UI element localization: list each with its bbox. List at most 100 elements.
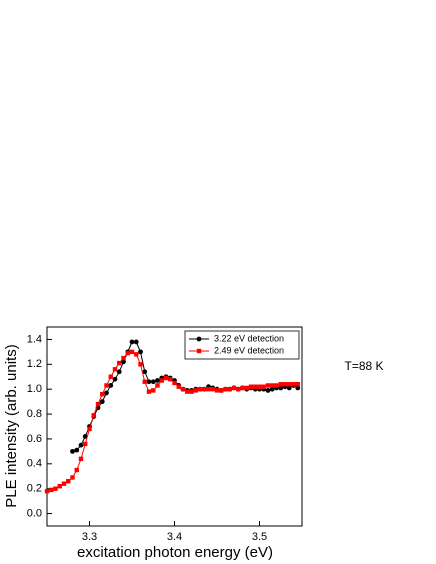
data-point	[66, 479, 71, 484]
data-point	[295, 385, 301, 391]
data-point	[257, 384, 262, 389]
legend-label: 2.49 eV detection	[214, 345, 284, 355]
data-point	[108, 374, 113, 379]
data-point	[104, 383, 109, 388]
data-point	[197, 386, 203, 392]
data-point	[108, 383, 114, 388]
data-point	[240, 385, 245, 391]
data-point	[159, 378, 164, 383]
legend-label: 3.22 eV detection	[214, 333, 284, 343]
x-tick-label: 3.5	[252, 531, 267, 543]
data-point	[210, 386, 215, 392]
data-point	[202, 386, 207, 392]
data-point	[70, 448, 75, 454]
x-axis-title: excitation photon energy (eV)	[77, 544, 273, 561]
data-point	[146, 379, 152, 385]
data-point	[44, 488, 50, 494]
data-point	[95, 401, 101, 407]
data-point	[261, 384, 266, 389]
data-point	[121, 359, 126, 365]
data-point	[231, 385, 237, 391]
data-point	[129, 349, 135, 355]
data-point	[219, 388, 224, 393]
data-point	[274, 383, 279, 388]
data-point	[142, 379, 147, 384]
data-point	[57, 484, 62, 489]
data-point	[61, 481, 67, 486]
annotation: T=88 K	[344, 359, 383, 373]
data-point	[133, 339, 139, 345]
y-tick-label: 1.4	[27, 333, 42, 345]
data-point	[91, 413, 96, 418]
data-point	[265, 383, 271, 388]
data-point	[146, 389, 152, 394]
y-tick-label: 0.8	[27, 408, 42, 420]
data-point	[291, 382, 296, 387]
y-tick-label: 0.0	[27, 507, 42, 519]
data-point	[99, 399, 105, 405]
data-point	[129, 339, 135, 345]
data-point	[244, 385, 249, 391]
data-point	[112, 376, 118, 382]
data-point	[138, 362, 143, 367]
data-point	[270, 383, 275, 388]
data-point	[112, 367, 118, 372]
data-point	[227, 386, 232, 392]
data-point	[172, 380, 177, 386]
y-tick-label: 1.2	[27, 358, 42, 370]
data-point	[82, 434, 88, 439]
data-point	[185, 389, 190, 394]
data-point	[163, 375, 169, 381]
data-point	[138, 349, 143, 355]
data-point	[282, 382, 288, 387]
data-point	[253, 384, 258, 389]
data-point	[193, 388, 198, 393]
legend-box	[184, 330, 300, 360]
y-tick-label: 0.2	[27, 483, 42, 495]
y-axis-title: PLE intensity (arb. units)	[3, 344, 20, 507]
data-point	[150, 379, 156, 385]
data-point	[125, 350, 130, 356]
y-tick-label: 0.6	[27, 433, 42, 445]
data-point	[180, 386, 186, 392]
data-point	[278, 385, 284, 391]
data-point	[70, 475, 75, 480]
data-point	[295, 382, 300, 387]
y-tick-label: 1.0	[27, 383, 42, 395]
data-point	[142, 369, 148, 375]
data-point	[176, 384, 181, 389]
data-point	[269, 386, 275, 392]
data-point	[100, 391, 105, 397]
data-point	[223, 386, 228, 392]
data-point	[87, 426, 92, 432]
data-point	[214, 388, 220, 393]
data-point	[134, 352, 139, 357]
data-point	[74, 447, 80, 453]
data-point	[287, 382, 292, 387]
data-point	[116, 369, 122, 375]
legend-marker	[196, 348, 202, 354]
data-point	[206, 386, 211, 392]
data-point	[117, 360, 122, 366]
data-point	[155, 378, 160, 383]
data-point	[265, 388, 271, 393]
series-line	[46, 351, 298, 492]
data-point	[286, 385, 292, 391]
data-point	[189, 389, 194, 394]
data-point	[53, 486, 58, 491]
data-point	[168, 377, 173, 382]
x-tick-label: 3.4	[167, 531, 182, 543]
data-point	[121, 355, 126, 361]
data-point	[104, 390, 109, 396]
y-tick-label: 0.4	[27, 458, 42, 470]
data-point	[49, 487, 54, 493]
data-point	[78, 456, 84, 462]
data-point	[74, 467, 79, 473]
data-point	[155, 383, 160, 388]
data-point	[151, 388, 156, 393]
x-tick-label: 3.3	[82, 531, 97, 543]
data-point	[248, 384, 254, 389]
legend-marker	[196, 336, 202, 342]
data-point	[236, 386, 241, 392]
